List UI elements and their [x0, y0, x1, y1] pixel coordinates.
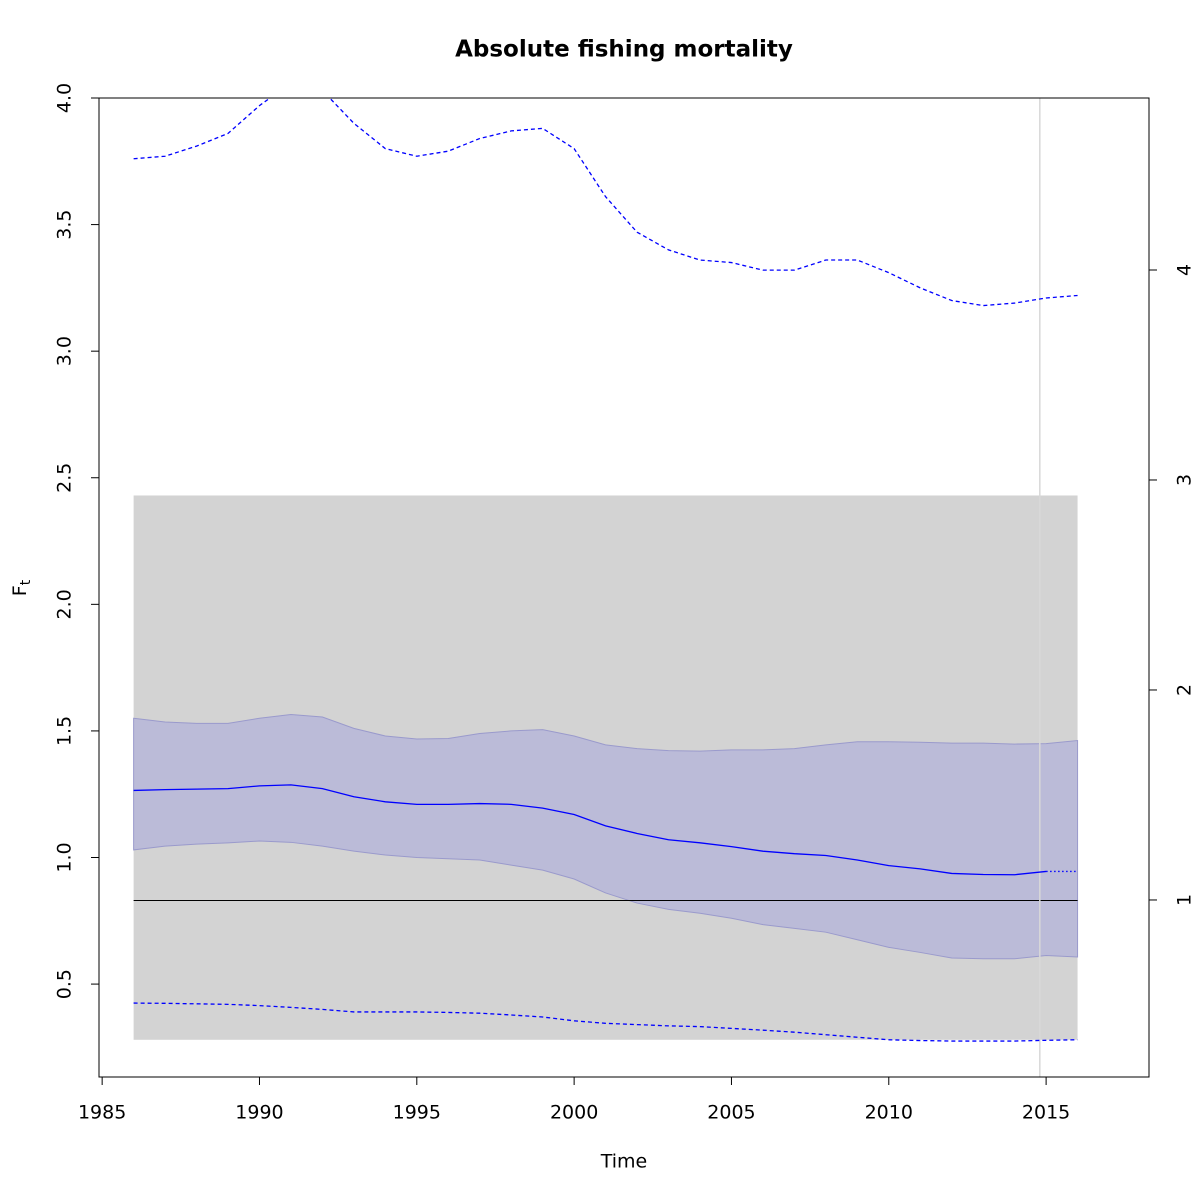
- y2-tick-label: 3: [1174, 474, 1196, 486]
- x-axis-label: Time: [600, 1151, 648, 1173]
- series-line: [133, 1002, 1078, 1042]
- y2-tick-label: 2: [1174, 684, 1196, 696]
- y2-tick-label: 4: [1174, 264, 1196, 276]
- y-tick-label: 2.5: [54, 463, 76, 493]
- x-tick-label: 2015: [1022, 1102, 1070, 1124]
- y-tick-label: 2.0: [54, 589, 76, 619]
- series-line: [133, 98, 1078, 307]
- chart-title: Absolute fishing mortality: [455, 37, 793, 63]
- y-tick-label: 1.5: [54, 716, 76, 746]
- x-tick-label: 1995: [393, 1102, 441, 1124]
- x-tick-label: 2005: [707, 1102, 755, 1124]
- series-line: [133, 784, 1047, 876]
- y-axis-label-sub: t: [18, 579, 34, 585]
- y-axis-label: Ft: [9, 579, 35, 596]
- y-axis-label-main: F: [9, 585, 31, 596]
- confidence-band: [133, 713, 1079, 960]
- x-tick-label: 2010: [865, 1102, 913, 1124]
- x-tick-label: 2000: [550, 1102, 598, 1124]
- y-tick-label: 3.5: [54, 209, 76, 239]
- x-tick-label: 1985: [78, 1102, 126, 1124]
- axes: 1985 1990 1995 2000 2005 2010 2015 0.5 1.0 1.5 2.0…: [54, 83, 1196, 1124]
- x-tick-label: 1990: [235, 1102, 283, 1124]
- y-tick-label: 3.0: [54, 336, 76, 366]
- y-tick-label: 0.5: [54, 969, 76, 999]
- plot-area: [133, 98, 1079, 1077]
- y-tick-label: 1.0: [54, 842, 76, 872]
- y2-tick-label: 1: [1174, 894, 1196, 906]
- y-tick-label: 4.0: [54, 83, 76, 113]
